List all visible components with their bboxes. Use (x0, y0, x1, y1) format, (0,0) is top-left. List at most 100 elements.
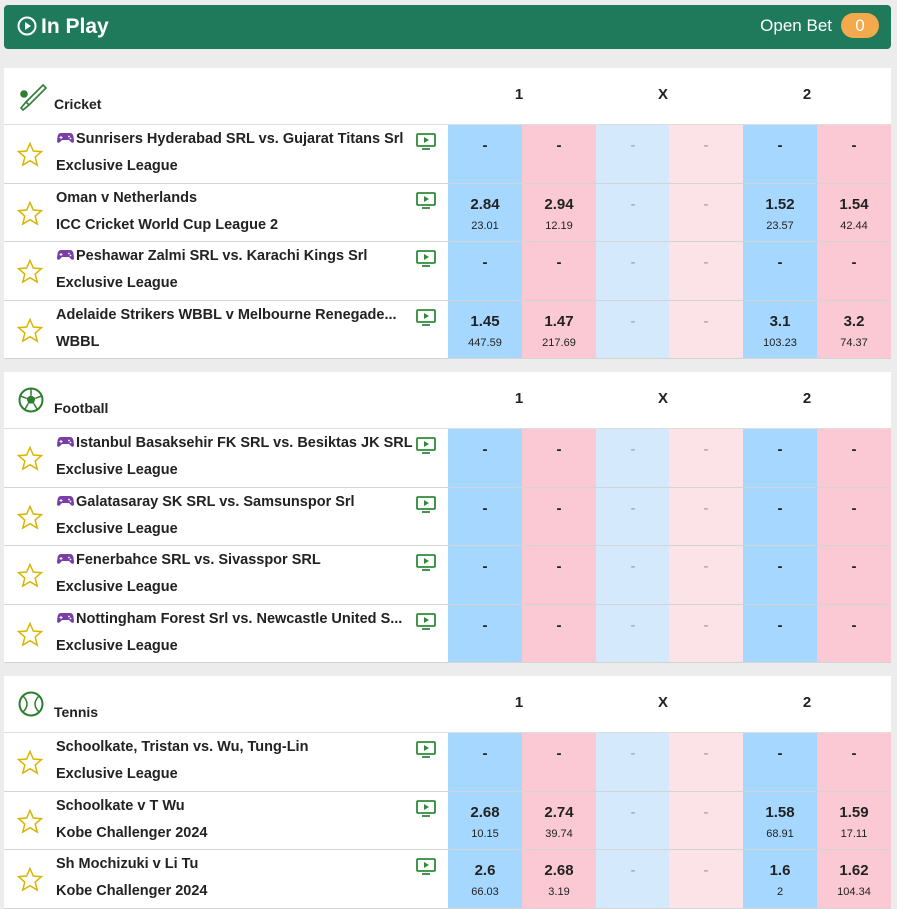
live-tv-icon[interactable] (416, 191, 436, 214)
odds-cell[interactable]: 1.62 104.34 (817, 850, 891, 908)
event-name[interactable]: Fenerbahce SRL vs. Sivasspor SRL (76, 552, 321, 568)
live-tv-icon[interactable] (416, 250, 436, 272)
event-row[interactable]: Sh Mochizuki v Li Tu Kobe Challenger 2024… (4, 850, 891, 909)
odds-cell[interactable]: - (743, 242, 817, 300)
live-tv-icon[interactable] (416, 612, 436, 635)
live-tv-icon[interactable] (416, 437, 436, 459)
event-name[interactable]: Istanbul Basaksehir FK SRL vs. Besiktas … (76, 435, 413, 451)
favourite-star[interactable] (16, 562, 44, 593)
live-tv-icon[interactable] (416, 741, 436, 763)
event-row[interactable]: Nottingham Forest Srl vs. Newcastle Unit… (4, 604, 891, 663)
odds-cell[interactable]: - (743, 429, 817, 487)
odds-cell[interactable]: - (596, 125, 670, 183)
odds-cell[interactable]: - (596, 429, 670, 487)
odds-cell[interactable]: - (669, 791, 743, 849)
event-name[interactable]: Sh Mochizuki v Li Tu (56, 856, 199, 872)
event-name[interactable]: Galatasaray SK SRL vs. Samsunspor Srl (76, 493, 355, 510)
live-tv-icon[interactable] (416, 799, 436, 822)
odds-cell[interactable]: - (817, 733, 891, 791)
event-name[interactable]: Schoolkate, Tristan vs. Wu, Tung-Lin (56, 739, 309, 755)
odds-cell[interactable]: 1.47 217.69 (522, 300, 596, 358)
odds-cell[interactable]: - (817, 604, 891, 662)
odds-cell[interactable]: - (522, 242, 596, 300)
odds-cell[interactable]: - (522, 733, 596, 791)
odds-cell[interactable]: - (596, 850, 670, 908)
odds-cell[interactable]: - (522, 604, 596, 662)
live-tv-icon[interactable] (416, 308, 436, 331)
odds-cell[interactable]: - (448, 604, 522, 662)
favourite-star[interactable] (16, 141, 44, 172)
odds-cell[interactable]: - (669, 183, 743, 241)
odds-cell[interactable]: - (596, 300, 670, 358)
odds-cell[interactable]: - (669, 487, 743, 545)
odds-cell[interactable]: 2.94 12.19 (522, 183, 596, 241)
odds-cell[interactable]: - (669, 125, 743, 183)
odds-cell[interactable]: - (596, 791, 670, 849)
event-name[interactable]: Oman v Netherlands (56, 189, 198, 206)
odds-cell[interactable]: - (448, 429, 522, 487)
odds-cell[interactable]: - (817, 125, 891, 183)
odds-cell[interactable]: - (448, 733, 522, 791)
odds-cell[interactable]: - (522, 429, 596, 487)
favourite-star[interactable] (16, 258, 44, 289)
odds-cell[interactable]: - (522, 487, 596, 545)
live-tv-icon[interactable] (416, 858, 436, 880)
odds-cell[interactable]: - (522, 546, 596, 604)
odds-cell[interactable]: - (448, 242, 522, 300)
odds-cell[interactable]: - (743, 546, 817, 604)
odds-cell[interactable]: - (743, 733, 817, 791)
odds-cell[interactable]: - (817, 429, 891, 487)
event-row[interactable]: Adelaide Strikers WBBL v Melbourne Reneg… (4, 300, 891, 359)
odds-cell[interactable]: - (743, 604, 817, 662)
favourite-star[interactable] (16, 808, 44, 839)
odds-cell[interactable]: - (817, 487, 891, 545)
odds-cell[interactable]: 3.2 74.37 (817, 300, 891, 358)
event-name[interactable]: Adelaide Strikers WBBL v Melbourne Reneg… (56, 306, 397, 323)
favourite-star[interactable] (16, 317, 44, 348)
event-name[interactable]: Nottingham Forest Srl vs. Newcastle Unit… (76, 610, 403, 627)
event-name[interactable]: Schoolkate v T Wu (56, 797, 185, 814)
odds-cell[interactable]: - (448, 487, 522, 545)
favourite-star[interactable] (16, 749, 44, 780)
odds-cell[interactable]: 2.68 3.19 (522, 850, 596, 908)
odds-cell[interactable]: - (669, 546, 743, 604)
odds-cell[interactable]: - (596, 183, 670, 241)
odds-cell[interactable]: - (743, 487, 817, 545)
odds-cell[interactable]: 1.58 68.91 (743, 791, 817, 849)
event-name[interactable]: Sunrisers Hyderabad SRL vs. Gujarat Tita… (76, 131, 404, 147)
odds-cell[interactable]: 2.6 66.03 (448, 850, 522, 908)
odds-cell[interactable]: - (669, 850, 743, 908)
favourite-star[interactable] (16, 445, 44, 476)
favourite-star[interactable] (16, 504, 44, 535)
odds-cell[interactable]: - (596, 242, 670, 300)
odds-cell[interactable]: - (596, 487, 670, 545)
odds-cell[interactable]: 1.54 42.44 (817, 183, 891, 241)
odds-cell[interactable]: 1.59 17.11 (817, 791, 891, 849)
odds-cell[interactable]: 1.6 2 (743, 850, 817, 908)
event-row[interactable]: Galatasaray SK SRL vs. Samsunspor Srl Exc… (4, 487, 891, 546)
odds-cell[interactable]: - (448, 546, 522, 604)
odds-cell[interactable]: - (817, 242, 891, 300)
odds-cell[interactable]: - (669, 733, 743, 791)
odds-cell[interactable]: - (522, 125, 596, 183)
odds-cell[interactable]: 2.74 39.74 (522, 791, 596, 849)
odds-cell[interactable]: - (669, 242, 743, 300)
event-name[interactable]: Peshawar Zalmi SRL vs. Karachi Kings Srl (76, 248, 368, 264)
odds-cell[interactable]: - (669, 300, 743, 358)
odds-cell[interactable]: - (669, 429, 743, 487)
odds-cell[interactable]: 2.68 10.15 (448, 791, 522, 849)
open-bet-count[interactable]: 0 (841, 13, 879, 38)
odds-cell[interactable]: 1.52 23.57 (743, 183, 817, 241)
favourite-star[interactable] (16, 866, 44, 897)
event-row[interactable]: Fenerbahce SRL vs. Sivasspor SRL Exclusiv… (4, 546, 891, 605)
open-bet-label[interactable]: Open Bet (760, 16, 832, 35)
event-row[interactable]: Istanbul Basaksehir FK SRL vs. Besiktas … (4, 429, 891, 488)
live-tv-icon[interactable] (416, 133, 436, 155)
event-row[interactable]: Schoolkate, Tristan vs. Wu, Tung-Lin Excl… (4, 733, 891, 792)
odds-cell[interactable]: - (817, 546, 891, 604)
event-row[interactable]: Oman v Netherlands ICC Cricket World Cup … (4, 183, 891, 242)
event-row[interactable]: Sunrisers Hyderabad SRL vs. Gujarat Tita… (4, 125, 891, 184)
live-tv-icon[interactable] (416, 554, 436, 576)
favourite-star[interactable] (16, 621, 44, 652)
event-row[interactable]: Peshawar Zalmi SRL vs. Karachi Kings Srl… (4, 242, 891, 301)
